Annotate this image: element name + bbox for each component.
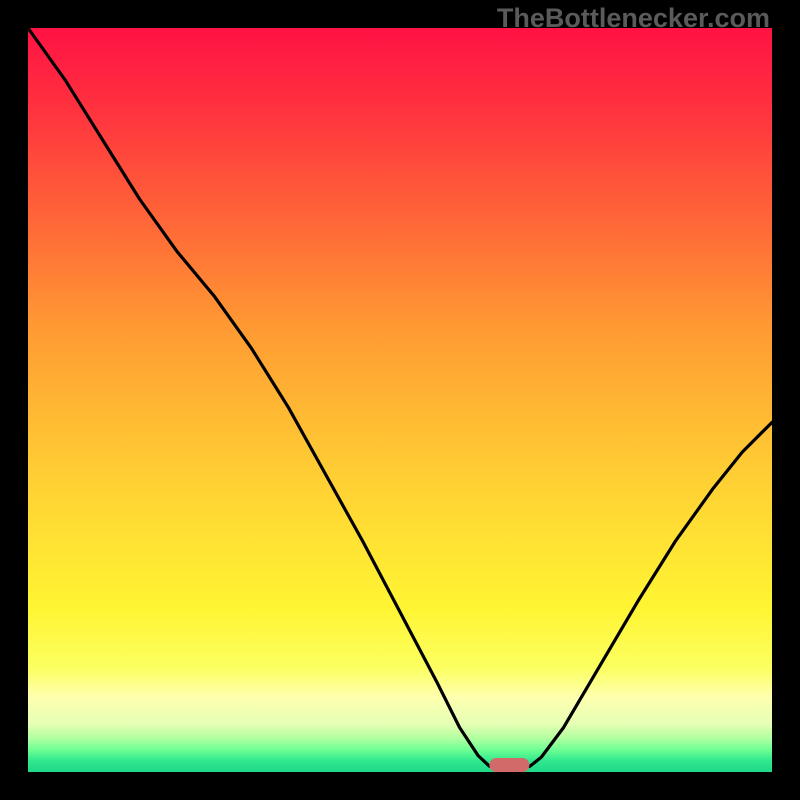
chart-svg <box>0 0 800 800</box>
optimal-marker <box>489 758 529 772</box>
watermark-text: TheBottlenecker.com <box>497 3 770 34</box>
chart-container: TheBottlenecker.com <box>0 0 800 800</box>
plot-gradient-background <box>28 28 772 772</box>
